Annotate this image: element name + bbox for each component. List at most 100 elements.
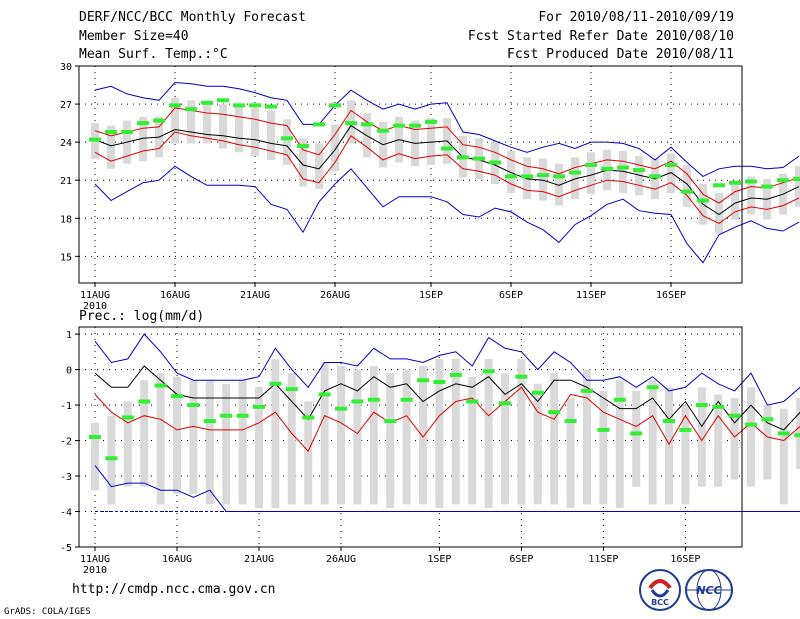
- observed-marker: [269, 381, 282, 386]
- x-tick-label: 16AUG: [160, 290, 190, 301]
- observed-marker: [203, 419, 216, 424]
- series-line-max: [94, 333, 800, 406]
- observed-marker: [313, 122, 325, 127]
- ensemble-box: [501, 373, 509, 505]
- member-size-label: Member Size=40: [79, 29, 189, 44]
- x-tick-label: 16AUG: [162, 554, 192, 565]
- ensemble-box: [635, 156, 643, 196]
- observed-marker: [318, 392, 331, 397]
- observed-marker: [281, 136, 293, 141]
- ensemble-box: [386, 373, 395, 508]
- observed-marker: [597, 427, 610, 432]
- observed-marker: [505, 174, 517, 179]
- ensemble-box: [731, 182, 739, 220]
- observed-marker: [617, 165, 629, 170]
- precipitation-panel: -5 -4 -3 -2 -1 0 1 11AUG 16AUG 21AUG 26AUG 1SEP 6SEP…: [60, 326, 800, 576]
- observed-marker: [105, 456, 118, 461]
- y-tick-label: -5: [60, 543, 72, 554]
- ensemble-box: [107, 125, 115, 169]
- observed-marker: [171, 394, 183, 399]
- observed-marker: [297, 143, 309, 148]
- observed-marker: [409, 123, 421, 128]
- ensemble-box: [337, 366, 345, 505]
- observed-marker: [777, 178, 789, 183]
- ensemble-box: [632, 390, 641, 487]
- x-tick-label: 1SEP: [427, 554, 451, 565]
- ensemble-box: [507, 151, 515, 193]
- observed-marker: [649, 174, 661, 179]
- ensemble-box: [331, 124, 339, 172]
- observed-marker: [633, 168, 645, 173]
- x-tick-label: 11AUG: [80, 554, 110, 565]
- observed-marker: [433, 380, 446, 384]
- y-tick-label: 24: [60, 138, 72, 149]
- observed-marker: [482, 369, 495, 374]
- x-year-label: 2010: [83, 565, 107, 576]
- observed-marker: [601, 166, 613, 171]
- ensemble-box: [730, 397, 739, 480]
- observed-marker: [663, 419, 675, 424]
- y-tick-label: 30: [60, 62, 72, 73]
- ensemble-box: [747, 176, 755, 215]
- y-tick-label: 0: [66, 366, 72, 377]
- observed-marker: [499, 401, 511, 406]
- observed-marker: [679, 427, 692, 432]
- observed-marker: [777, 431, 790, 436]
- ensemble-box: [139, 116, 147, 162]
- ensemble-box: [779, 408, 788, 505]
- observed-marker: [569, 170, 581, 175]
- observed-marker: [285, 387, 298, 392]
- ensemble-box: [419, 366, 427, 505]
- observed-marker: [581, 388, 593, 393]
- ensemble-box: [271, 358, 280, 508]
- x-tick-label: 6SEP: [499, 290, 523, 301]
- observed-marker: [89, 137, 101, 142]
- ensemble-box: [587, 152, 595, 195]
- source-url[interactable]: http://cmdp.ncc.cma.gov.cn: [72, 582, 276, 597]
- series-line-ensemble-mean: [94, 365, 800, 431]
- series-line-min: [94, 465, 800, 512]
- forecast-produced-date: Fcst Produced Date 2010/08/11: [507, 47, 734, 62]
- observed-marker: [697, 198, 709, 203]
- variable-label: Mean Surf. Temp.:°C: [79, 47, 228, 62]
- observed-marker: [185, 107, 197, 112]
- ensemble-box: [219, 104, 227, 149]
- ensemble-box: [667, 153, 675, 193]
- observed-marker: [489, 160, 501, 165]
- ensemble-box: [619, 151, 627, 193]
- ensemble-box: [140, 380, 149, 487]
- observed-marker: [473, 156, 485, 161]
- observed-marker: [345, 121, 357, 126]
- x-tick-label: 11SEP: [588, 554, 618, 565]
- ensemble-box: [451, 358, 460, 505]
- ensemble-box: [353, 369, 362, 505]
- ensemble-box: [795, 166, 800, 207]
- observed-marker: [249, 103, 261, 108]
- y-tick-label: 18: [60, 214, 72, 225]
- ensemble-box: [517, 358, 526, 505]
- ensemble-box: [714, 394, 723, 487]
- observed-marker: [121, 415, 134, 420]
- series-line-max: [94, 81, 800, 177]
- observed-marker: [531, 390, 544, 395]
- ensemble-box: [91, 422, 99, 491]
- ensemble-box: [427, 118, 435, 165]
- ensemble-box: [665, 387, 673, 505]
- y-tick-label: -4: [60, 508, 72, 519]
- ensemble-box: [747, 387, 755, 487]
- x-tick-label: 16SEP: [656, 290, 686, 301]
- ensemble-box: [173, 376, 181, 494]
- x-tick-label: 1SEP: [419, 290, 443, 301]
- y-tick-label: -1: [60, 401, 72, 412]
- observed-marker: [105, 129, 117, 134]
- x-tick-label: 26AUG: [326, 554, 356, 565]
- ensemble-box: [555, 163, 563, 206]
- ensemble-box: [648, 380, 657, 505]
- ncc-logo: NCC: [685, 569, 733, 611]
- observed-marker: [265, 104, 277, 109]
- observed-marker: [121, 129, 133, 134]
- ensemble-box: [156, 373, 165, 505]
- ensemble-box: [299, 138, 307, 187]
- observed-marker: [745, 179, 757, 184]
- observed-marker: [548, 410, 561, 415]
